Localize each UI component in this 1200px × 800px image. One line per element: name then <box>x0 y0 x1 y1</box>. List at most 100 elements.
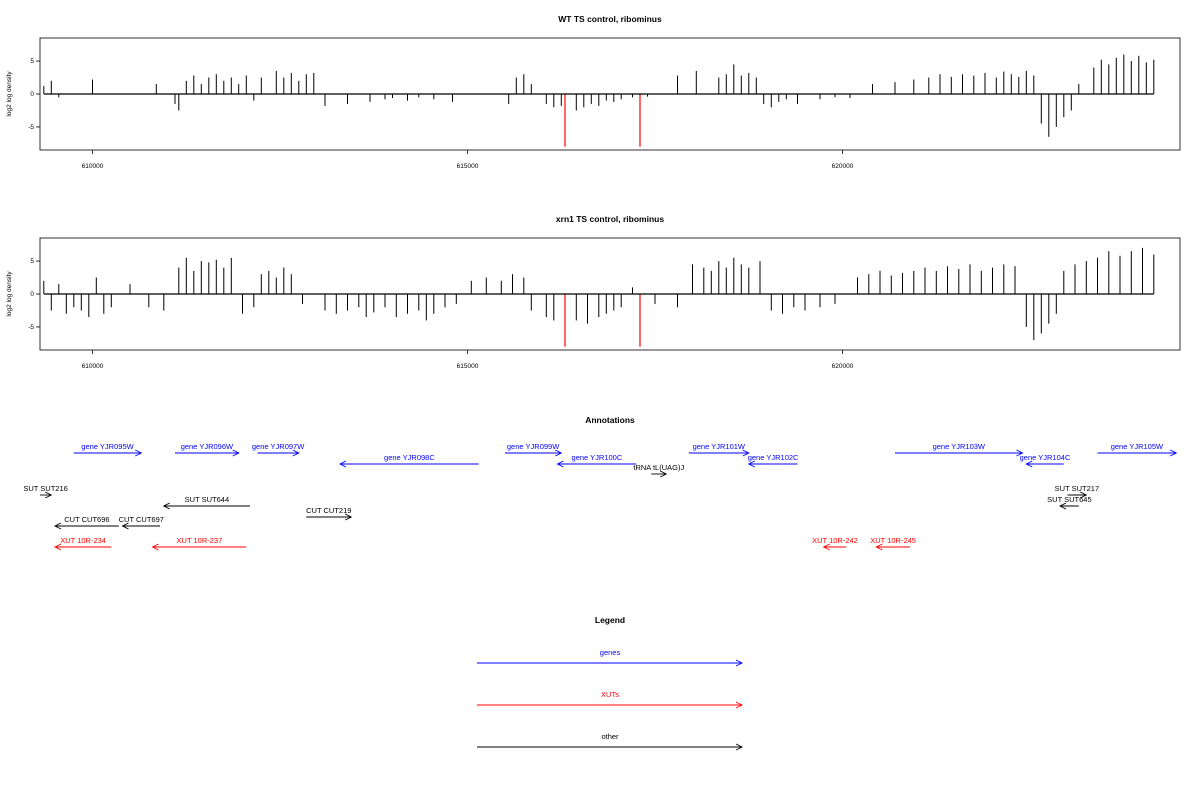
x-tick-label: 615000 <box>457 363 479 370</box>
annotation-feature: gene YJR105W <box>1097 442 1178 457</box>
feature-label: gene YJR105W <box>1111 442 1164 451</box>
feature-arrow-arrowhead <box>556 460 564 468</box>
annotations-panel: Annotations gene YJR095W gene YJR096W gene… <box>23 415 1178 551</box>
y-tick-label: 5 <box>30 258 34 265</box>
feature-arrow-arrowhead <box>747 460 755 468</box>
annotation-feature: gene YJR099W <box>505 442 563 457</box>
feature-arrow-arrowhead <box>232 449 240 457</box>
wt-density-bars <box>43 54 1155 147</box>
feature-arrow-arrowhead <box>162 502 170 510</box>
annotation-features: gene YJR095W gene YJR096W gene YJR097W gene… <box>23 442 1178 551</box>
feature-arrow-arrowhead <box>45 491 53 499</box>
annotation-feature: SUT SUT217 <box>1055 484 1099 499</box>
x-tick-label: 620000 <box>832 363 854 370</box>
y-tick-label: -5 <box>28 124 34 131</box>
annotation-feature: XUT 10R-245 <box>870 536 916 551</box>
xrn1-density-bars <box>43 247 1155 347</box>
xrn1-axes: -5 0 5 610000 615000 620000 <box>28 258 854 370</box>
xrn1-track-title: xrn1 TS control, ribominus <box>556 214 664 224</box>
feature-label: SUT SUT217 <box>1055 484 1099 493</box>
feature-label: tRNA tL(UAG)J <box>633 463 684 472</box>
feature-arrow-arrowhead <box>660 470 668 478</box>
annotation-feature: SUT SUT645 <box>1047 495 1092 510</box>
feature-label: XUT 10R-234 <box>60 536 106 545</box>
feature-label: gene YJR104C <box>1020 453 1071 462</box>
feature-label: SUT SUT644 <box>185 495 229 504</box>
wt-y-axis-label: log2 log density <box>6 71 13 117</box>
wt-track-title: WT TS control, ribominus <box>558 14 662 24</box>
legend-arrow-arrowhead <box>735 701 744 709</box>
y-tick-label: -5 <box>28 324 34 331</box>
y-tick-label: 5 <box>30 58 34 65</box>
legend-item: genes <box>477 648 744 667</box>
legend-arrow-arrowhead <box>735 659 744 667</box>
x-tick-label: 615000 <box>457 163 479 170</box>
wt-track-panel: WT TS control, ribominus -5 0 5 610000 61500… <box>6 14 1181 170</box>
annotation-feature: gene YJR096W <box>175 442 240 457</box>
feature-label: gene YJR103W <box>933 442 986 451</box>
feature-arrow-arrowhead <box>822 543 830 551</box>
annotation-feature: gene YJR103W <box>895 442 1024 457</box>
feature-label: gene YJR095W <box>81 442 134 451</box>
legend-title: Legend <box>595 615 625 625</box>
feature-arrow-arrowhead <box>1025 460 1033 468</box>
feature-label: gene YJR100C <box>572 453 623 462</box>
feature-label: XUT 10R-245 <box>870 536 916 545</box>
annotation-feature: gene YJR097W <box>252 442 305 457</box>
annotation-feature: gene YJR095W <box>73 442 143 457</box>
annotation-feature: SUT SUT644 <box>162 495 250 510</box>
x-tick-label: 620000 <box>832 163 854 170</box>
feature-label: CUT CUT219 <box>306 506 351 515</box>
legend-label: other <box>601 732 619 741</box>
feature-label: gene YJR097W <box>252 442 305 451</box>
y-tick-label: 0 <box>30 91 34 98</box>
feature-arrow-arrowhead <box>742 449 750 457</box>
legend-item: other <box>477 732 744 751</box>
feature-arrow-arrowhead <box>135 449 143 457</box>
xrn1-track-panel: xrn1 TS control, ribominus -5 0 5 610000 615… <box>6 214 1181 370</box>
feature-arrow-arrowhead <box>1058 502 1067 510</box>
annotation-feature: SUT SUT216 <box>23 484 68 499</box>
legend-items: genes XUTs other <box>477 648 744 751</box>
feature-label: CUT CUT696 <box>64 515 109 524</box>
feature-arrow-arrowhead <box>875 543 883 551</box>
feature-arrow-arrowhead <box>1016 449 1024 457</box>
xrn1-y-axis-label: log2 log density <box>6 271 13 317</box>
feature-label: XUT 10R-237 <box>177 536 223 545</box>
feature-label: gene YJR101W <box>693 442 746 451</box>
annotation-feature: gene YJR102C <box>747 453 799 468</box>
feature-label: SUT SUT645 <box>1047 495 1091 504</box>
x-tick-label: 610000 <box>82 163 104 170</box>
legend-item: XUTs <box>477 690 744 709</box>
feature-label: SUT SUT216 <box>23 484 67 493</box>
legend-arrow-arrowhead <box>735 743 744 751</box>
feature-arrow-arrowhead <box>1170 449 1178 457</box>
annotation-feature: gene YJR098C <box>338 453 479 468</box>
annotation-feature: tRNA tL(UAG)J <box>633 463 684 478</box>
feature-label: CUT CUT697 <box>119 515 164 524</box>
annotation-feature: XUT 10R-242 <box>812 536 858 551</box>
annotation-feature: gene YJR101W <box>688 442 750 457</box>
annotation-feature: CUT CUT696 <box>53 515 119 530</box>
feature-arrow-arrowhead <box>292 449 300 457</box>
legend-label: genes <box>600 648 621 657</box>
annotations-title: Annotations <box>585 415 635 425</box>
feature-arrow-arrowhead <box>555 449 563 457</box>
annotation-feature: XUT 10R-237 <box>151 536 247 551</box>
feature-arrow-arrowhead <box>121 522 129 530</box>
y-tick-label: 0 <box>30 291 34 298</box>
feature-arrow-arrowhead <box>1080 491 1088 499</box>
x-tick-label: 610000 <box>82 363 104 370</box>
annotation-feature: XUT 10R-234 <box>53 536 112 551</box>
feature-arrow-arrowhead <box>338 460 347 468</box>
feature-label: XUT 10R-242 <box>812 536 858 545</box>
feature-label: gene YJR096W <box>181 442 234 451</box>
legend-panel: Legend genes XUTs other <box>477 615 744 751</box>
feature-arrow-arrowhead <box>53 543 62 551</box>
feature-arrow-arrowhead <box>53 522 62 530</box>
annotation-feature: gene YJR100C <box>556 453 637 468</box>
feature-label: gene YJR099W <box>507 442 560 451</box>
feature-label: gene YJR098C <box>384 453 435 462</box>
annotation-feature: CUT CUT219 <box>306 506 353 521</box>
